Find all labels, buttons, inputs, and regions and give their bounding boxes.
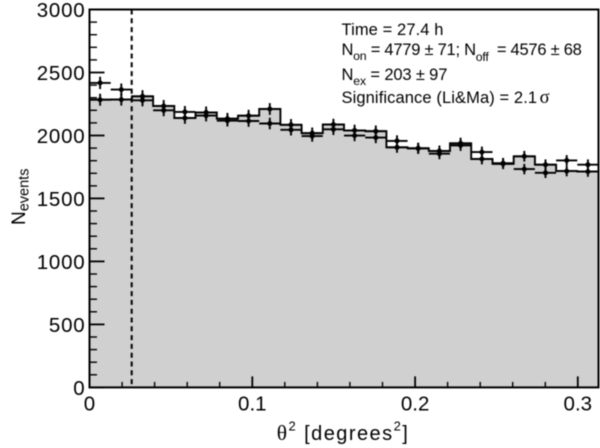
svg-text:Nex = 203 ± 97: Nex = 203 ± 97 — [342, 66, 448, 88]
svg-text:0: 0 — [84, 393, 95, 416]
svg-text:Time = 27.4 h: Time = 27.4 h — [342, 21, 444, 39]
svg-text:500: 500 — [49, 314, 86, 337]
svg-text:2500: 2500 — [37, 62, 86, 85]
svg-text:1000: 1000 — [37, 251, 86, 274]
svg-text:0: 0 — [73, 377, 85, 400]
svg-text:0.3: 0.3 — [564, 393, 593, 416]
svg-text:1500: 1500 — [37, 188, 86, 211]
svg-text:0.1: 0.1 — [238, 393, 267, 416]
svg-text:θ2 [degrees2]: θ2 [degrees2] — [277, 419, 410, 445]
svg-text:Significance (Li&Ma) = 2.1σ: Significance (Li&Ma) = 2.1 σ — [342, 88, 550, 108]
svg-text:3000: 3000 — [37, 0, 86, 22]
svg-text:Non = 4779 ± 71; Noff = 4576 ±: Non = 4779 ± 71; Noff = 4576 ± 68 — [342, 41, 582, 64]
svg-text:2000: 2000 — [37, 125, 86, 148]
svg-text:0.2: 0.2 — [401, 393, 430, 416]
